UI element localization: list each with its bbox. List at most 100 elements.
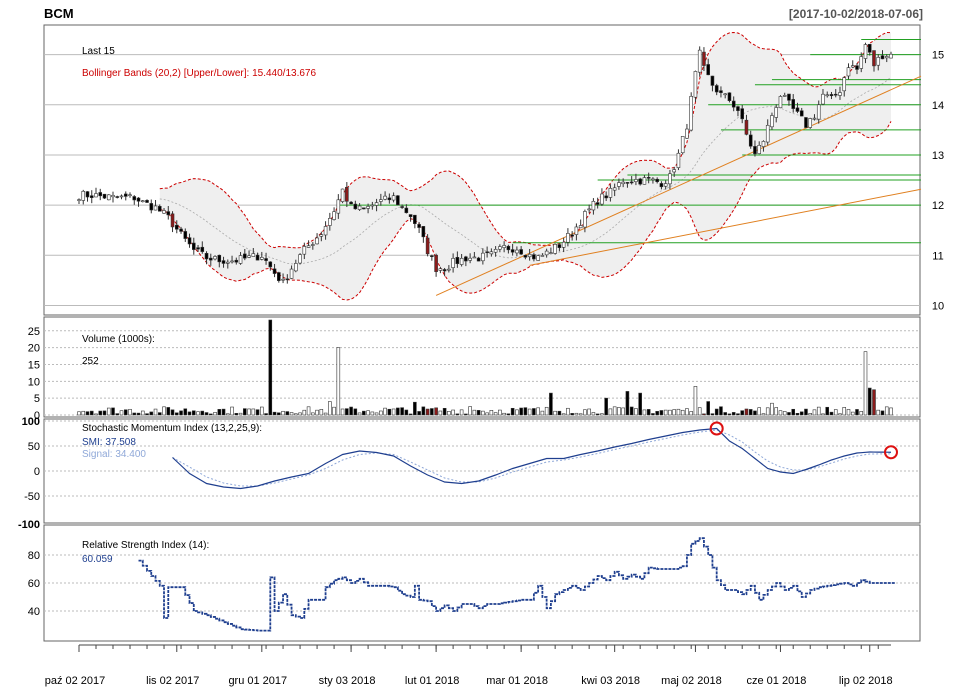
volume-bar xyxy=(170,409,175,416)
candle-body xyxy=(234,259,239,263)
candle-body xyxy=(413,214,417,224)
volume-bar xyxy=(625,391,630,416)
smi-line xyxy=(172,427,892,490)
volume-bar xyxy=(825,406,830,416)
candle-body xyxy=(404,207,409,214)
candle-body xyxy=(81,190,86,201)
volume-bar xyxy=(328,401,332,416)
candle-body xyxy=(315,237,319,245)
volume-bar xyxy=(162,406,166,416)
candle-body xyxy=(408,214,413,217)
volume-bar xyxy=(493,412,498,416)
candle-body xyxy=(328,218,332,226)
candle-body xyxy=(243,253,247,259)
volume-bar xyxy=(430,408,434,416)
candle-body xyxy=(804,117,808,128)
volume-bar xyxy=(157,412,162,416)
candle-body xyxy=(587,208,591,211)
volume-bar xyxy=(285,411,290,416)
candle-body xyxy=(447,268,451,271)
volume-bar xyxy=(234,413,239,416)
price-tick-label: 12 xyxy=(932,200,944,212)
volume-bar xyxy=(867,387,872,416)
candle-body xyxy=(638,178,642,185)
x-axis: paź 02 2017 lis 02 2017 gru 01 2017 sty 03 … xyxy=(45,644,893,687)
candle-body xyxy=(459,257,464,265)
volume-bar xyxy=(544,406,549,416)
candle-body xyxy=(663,183,668,187)
candle-body xyxy=(634,179,638,182)
volume-bar xyxy=(744,408,749,416)
volume-bar xyxy=(519,407,523,416)
candle-body xyxy=(493,249,498,253)
volume-bar xyxy=(442,407,447,416)
volume-bar xyxy=(340,408,345,416)
candle-body xyxy=(825,94,830,97)
candle-body xyxy=(187,237,192,245)
volume-bar xyxy=(515,409,519,416)
volume-bar xyxy=(268,319,273,416)
volume-bar xyxy=(498,409,502,416)
volume-bar xyxy=(604,397,608,416)
candle-body xyxy=(838,92,842,96)
candle-body xyxy=(689,95,693,131)
volume-bar xyxy=(106,407,111,416)
price-tick-label: 10 xyxy=(932,300,944,312)
volume-bar xyxy=(566,407,570,416)
volume-bar xyxy=(408,413,413,416)
candle-body xyxy=(519,249,523,255)
volume-bar xyxy=(174,412,179,416)
smi-lines xyxy=(172,421,898,490)
volume-bar xyxy=(719,406,723,416)
volume-bar xyxy=(697,407,702,416)
volume-bar xyxy=(634,408,638,416)
rsi-minus100-tick: -100 xyxy=(18,519,40,531)
price-axis-ticks: 10 11 12 13 14 15 xyxy=(932,50,944,313)
volume-bar xyxy=(357,412,362,416)
candle-body xyxy=(85,191,90,198)
candle-body xyxy=(111,194,115,198)
volume-bar xyxy=(842,407,847,416)
volume-bar xyxy=(468,406,472,416)
candle-body xyxy=(323,226,328,236)
volume-bar xyxy=(353,408,358,416)
x-tick-label: kwi 03 2018 xyxy=(581,675,640,687)
volume-bar xyxy=(855,409,859,416)
candle-body xyxy=(846,67,851,77)
candle-body xyxy=(506,245,511,251)
volume-bar xyxy=(770,402,774,416)
volume-bar xyxy=(663,409,668,416)
candle-body xyxy=(527,253,532,258)
volume-bar xyxy=(812,409,817,416)
volume-bar xyxy=(119,410,124,416)
volume-panel-frame xyxy=(43,316,921,418)
candle-body xyxy=(574,226,579,235)
candle-body xyxy=(540,255,545,257)
candle-body xyxy=(761,141,766,147)
candle-body xyxy=(123,193,128,197)
candle-body xyxy=(566,233,570,243)
candle-body xyxy=(145,200,149,203)
smi-peak-marker xyxy=(709,421,724,436)
candle-body xyxy=(128,194,132,197)
candle-body xyxy=(226,261,230,264)
price-tick-label: 15 xyxy=(932,50,944,62)
x-tick-label: gru 01 2017 xyxy=(228,675,287,687)
candle-body xyxy=(744,119,749,135)
volume-bar xyxy=(557,410,562,416)
volume-bar xyxy=(510,407,515,416)
volume-tick-label: 5 xyxy=(34,393,40,405)
candle-body xyxy=(119,195,124,198)
volume-bar xyxy=(187,411,192,416)
candle-body xyxy=(349,201,353,205)
candle-body xyxy=(379,199,383,202)
volume-bar xyxy=(859,411,864,416)
volume-bar xyxy=(600,413,604,416)
candle-body xyxy=(434,254,438,272)
volume-bar xyxy=(591,412,596,416)
candle-body xyxy=(502,245,506,248)
volume-bar xyxy=(850,411,855,416)
volume-bar xyxy=(804,408,808,416)
volume-bar xyxy=(889,407,893,416)
candle-body xyxy=(209,257,213,261)
